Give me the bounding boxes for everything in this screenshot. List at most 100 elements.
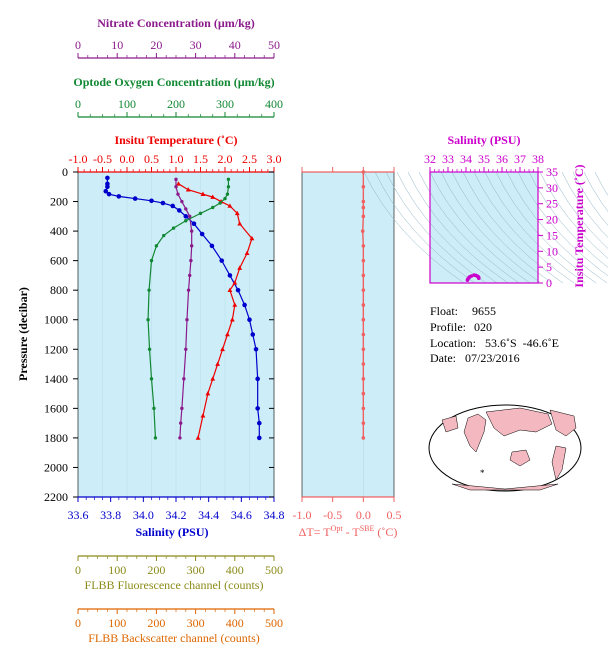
temperature-point <box>232 280 238 285</box>
nitrate-tick-label: 50 <box>268 38 280 52</box>
ts-salinity-axis-title: Salinity (PSU) <box>447 133 520 147</box>
delta-t-tick-label: 0.5 <box>387 508 402 522</box>
oxygen-tick-label: 400 <box>265 97 283 111</box>
pressure-tick-label: 2200 <box>44 490 68 504</box>
nitrate-tick-label: 40 <box>229 38 241 52</box>
ts-density-contour <box>561 171 608 238</box>
nitrate-point <box>182 377 186 381</box>
temperature-point <box>210 376 216 381</box>
ts-density-contour <box>418 171 520 284</box>
temperature-point <box>200 191 206 196</box>
backscatter-axis: 0 100 200 300 400 500 FLBB Backscatter channe… <box>75 608 283 645</box>
delta-t-point <box>361 421 366 425</box>
float-value: 9655 <box>472 304 496 318</box>
ts-salinity-tick-labels: 32 33 34 35 36 37 38 <box>424 152 544 172</box>
oxygen-axis: Optode Oxygen Concentration (µm/kg) 0 100… <box>73 75 283 118</box>
ts_salinity-tick-label: 34 <box>460 152 472 166</box>
map-land-greenland <box>441 415 459 433</box>
map-land-africa-europe <box>463 413 487 453</box>
oxygen-point <box>184 219 188 223</box>
ts_salinity-tick-label: 32 <box>424 152 436 166</box>
fluorescence-axis: 0 100 200 300 400 500 FLBB Fluorescence chann… <box>75 555 283 592</box>
temperature-point <box>244 250 250 256</box>
ts-density-contour <box>363 171 465 284</box>
ts-temperature-tick-label: 10 <box>546 244 558 258</box>
pressure-axis-title: Pressure (decibar) <box>16 287 30 381</box>
oxygen-point <box>147 288 151 292</box>
salinity-tick-label: 33.6 <box>68 508 89 522</box>
oxygen-point <box>211 205 215 210</box>
ts_salinity-tick-label: 35 <box>478 152 490 166</box>
backscatter-tick-label: 300 <box>187 616 205 630</box>
delta-t-point <box>361 244 366 248</box>
fluorescence-tick-label: 200 <box>147 563 165 577</box>
oxygen-point <box>162 233 166 238</box>
backscatter-tick-label: 0 <box>75 616 81 630</box>
nitrate-tick-label: 10 <box>111 38 123 52</box>
delta-t-tick-label: -1.0 <box>293 508 312 522</box>
oxygen-tick-label: 300 <box>216 97 234 111</box>
delta-t-point <box>361 391 366 396</box>
ts-density-contour <box>385 171 487 284</box>
salinity-tick-label: 33.8 <box>100 508 121 522</box>
delta-t-axis-title: ΔT= TOpt - TSBE (˚C) <box>299 524 398 539</box>
pressure-tick-label: 200 <box>50 195 68 209</box>
temperature-point <box>215 361 221 366</box>
nitrate-point <box>179 421 183 425</box>
nitrate-point <box>184 207 188 211</box>
delta-t-point <box>361 436 366 440</box>
fluorescence-axis-title: FLBB Fluorescence channel (counts) <box>85 578 264 592</box>
map-land-australia <box>509 449 531 467</box>
fluorescence-tick-label: 400 <box>226 563 244 577</box>
oxygen-point <box>225 192 230 196</box>
temperature-point <box>237 221 243 226</box>
delta-t-title-sup1: Opt <box>331 524 344 533</box>
ts-temperature-tick-label: 35 <box>546 165 558 179</box>
ts-density-contour <box>572 171 608 226</box>
ts-temperature-tick-label: 30 <box>546 181 558 195</box>
backscatter-axis-title: FLBB Backscatter channel (counts) <box>88 631 260 645</box>
oxygen-tick-label: 0 <box>75 97 81 111</box>
map-float-marker: * <box>480 468 485 478</box>
nitrate-point <box>188 273 192 278</box>
temperature-tick-label: 2.0 <box>218 152 233 166</box>
fluorescence-tick-labels: 0 100 200 300 400 500 <box>75 556 283 577</box>
delta-t-point <box>361 288 366 292</box>
oxygen-point <box>153 436 158 440</box>
nitrate-point <box>180 199 184 204</box>
pressure-tick-label: 1000 <box>44 313 68 327</box>
salinity-tick-labels: 33.6 33.8 34.0 34.2 34.4 34.6 34.8 <box>68 497 285 522</box>
ts-density-contour <box>594 171 608 197</box>
location-label: Location: <box>430 336 476 350</box>
nitrate-point <box>180 406 184 411</box>
ts-density-contour <box>374 171 476 284</box>
backscatter-tick-label: 100 <box>108 616 126 630</box>
fluorescence-tick-label: 300 <box>187 563 205 577</box>
fluorescence-tick-label: 500 <box>265 563 283 577</box>
nitrate-point <box>189 258 193 263</box>
salinity-point <box>149 198 154 204</box>
ts-density-contour <box>517 171 608 277</box>
nitrate-point <box>178 436 182 440</box>
salinity-point <box>191 221 197 227</box>
ts-plot-frame <box>429 171 539 284</box>
date-value: 07/23/2016 <box>465 351 520 365</box>
oxygen-point <box>226 185 231 189</box>
profile-label: Profile: <box>430 320 466 334</box>
delta-t-point <box>361 303 366 307</box>
oxygen-point <box>147 347 152 351</box>
ts-density-contour <box>495 171 597 284</box>
salinity-tick-label: 34.6 <box>231 508 252 522</box>
nitrate-point <box>188 214 192 219</box>
delta-t-point <box>361 406 366 411</box>
oxygen-point <box>154 244 159 248</box>
ts-point <box>476 276 481 281</box>
nitrate-point <box>174 185 178 189</box>
oxygen-point <box>226 177 231 182</box>
temperature-point <box>220 346 225 352</box>
temperature-tick-label: 1.0 <box>169 152 184 166</box>
ts-temperature-tick-label: 5 <box>546 260 552 274</box>
temperature-tick-label: 2.5 <box>242 152 257 166</box>
delta-t-point <box>361 184 366 189</box>
pressure-tick-label: 400 <box>50 224 68 238</box>
